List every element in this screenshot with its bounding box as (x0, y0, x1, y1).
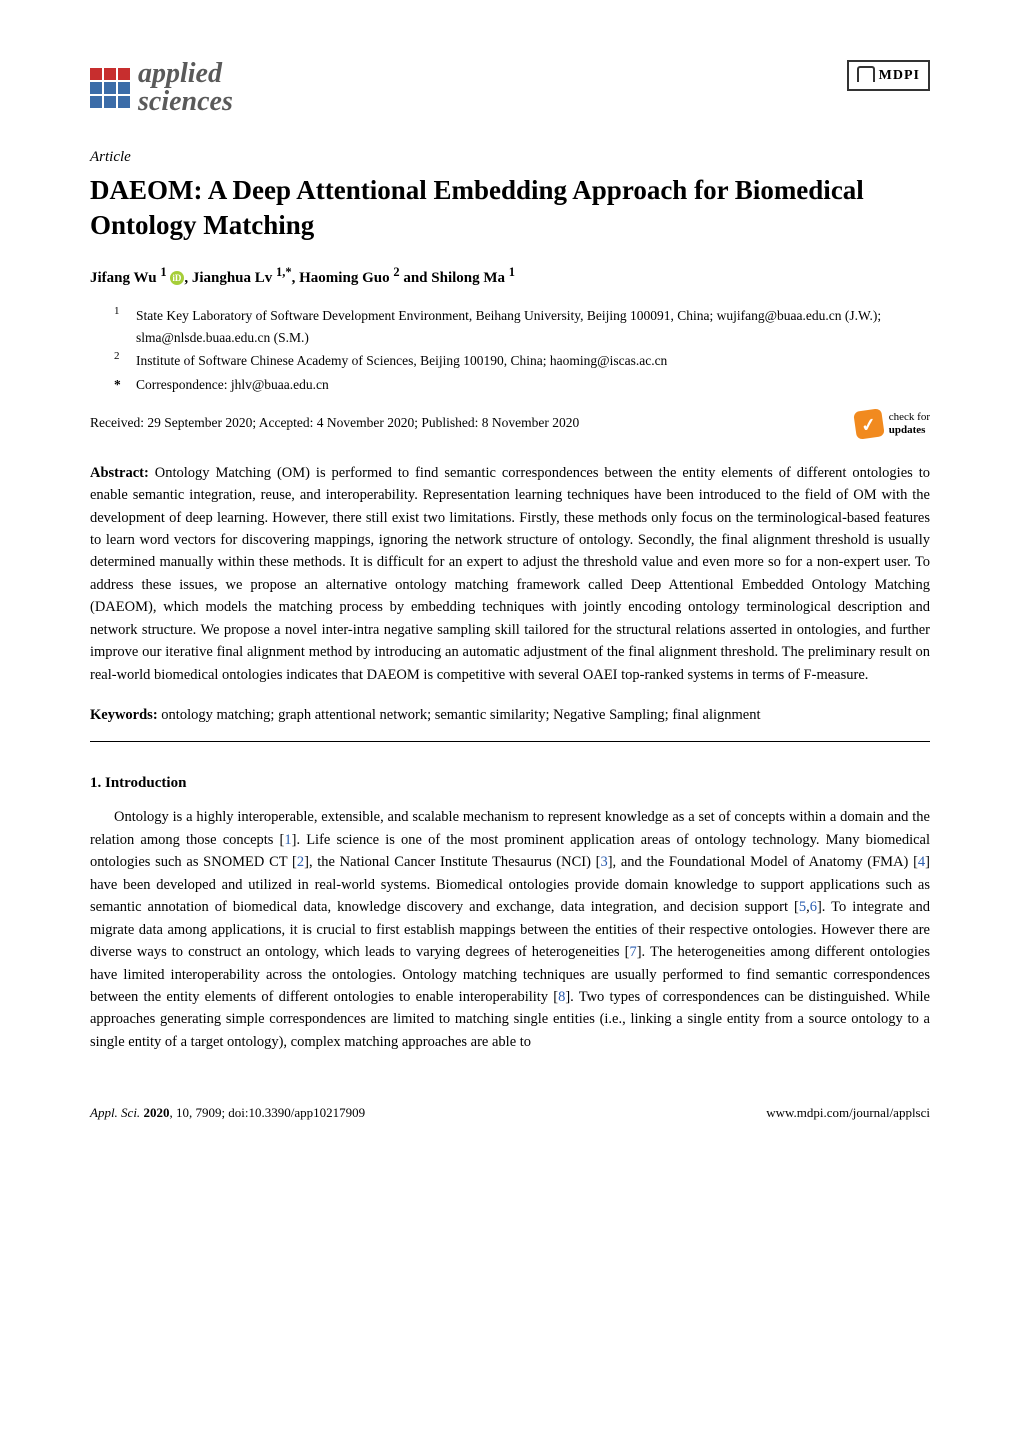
citation-7[interactable]: 7 (629, 944, 636, 960)
authors: Jifang Wu 1 , Jianghua Lv 1,*, Haoming G… (90, 263, 930, 290)
footer-url[interactable]: www.mdpi.com/journal/applsci (766, 1103, 930, 1123)
author-4: Shilong Ma (431, 270, 505, 286)
header-row: applied sciences MDPI (90, 60, 930, 116)
publication-dates: Received: 29 September 2020; Accepted: 4… (90, 413, 579, 433)
author-3: Haoming Guo (299, 270, 389, 286)
correspondence: * Correspondence: jhlv@buaa.edu.cn (114, 374, 930, 396)
article-type-label: Article (90, 146, 930, 169)
check-updates-icon (853, 408, 885, 440)
author-2-affil: 1,* (276, 265, 292, 279)
logo-grid-icon (90, 68, 130, 108)
affiliation-2-num: 2 (114, 348, 126, 370)
footer: Appl. Sci. 2020, 10, 7909; doi:10.3390/a… (0, 1093, 1020, 1153)
section-1-heading: 1. Introduction (90, 772, 930, 795)
check-line2: updates (889, 424, 930, 436)
publisher-logo: MDPI (847, 60, 930, 91)
affiliation-1: 1 State Key Laboratory of Software Devel… (114, 305, 930, 348)
check-for-updates[interactable]: check for updates (855, 410, 930, 438)
author-1-affil: 1 (160, 265, 166, 279)
affiliation-2-text: Institute of Software Chinese Academy of… (136, 350, 667, 372)
keywords-label: Keywords: (90, 707, 158, 723)
page: applied sciences MDPI Article DAEOM: A D… (0, 0, 1020, 1093)
citation-1[interactable]: 1 (284, 832, 291, 848)
footer-doi: , 10, 7909; doi:10.3390/app10217909 (169, 1105, 365, 1120)
footer-journal: Appl. Sci. (90, 1105, 143, 1120)
footer-year: 2020 (143, 1105, 169, 1120)
citation-5[interactable]: 5 (799, 899, 806, 915)
journal-name-line1: applied (138, 60, 233, 88)
keywords: Keywords: ontology matching; graph atten… (90, 704, 930, 726)
journal-name-line2: sciences (138, 88, 233, 116)
separator-line (90, 741, 930, 742)
affiliation-1-num: 1 (114, 303, 126, 346)
affiliation-2: 2 Institute of Software Chinese Academy … (114, 350, 930, 372)
abstract-text: Ontology Matching (OM) is performed to f… (90, 465, 930, 683)
journal-logo: applied sciences (90, 60, 233, 116)
citation-6[interactable]: 6 (810, 899, 817, 915)
correspondence-text: Correspondence: jhlv@buaa.edu.cn (136, 374, 329, 396)
abstract-label: Abstract: (90, 465, 149, 481)
author-2: Jianghua Lv (192, 270, 272, 286)
article-title: DAEOM: A Deep Attentional Embedding Appr… (90, 173, 930, 243)
section-1-para-1: Ontology is a highly interoperable, exte… (90, 806, 930, 1053)
dates-row: Received: 29 September 2020; Accepted: 4… (90, 410, 930, 438)
correspondence-star: * (114, 374, 126, 396)
author-4-affil: 1 (509, 265, 515, 279)
author-3-affil: 2 (393, 265, 399, 279)
check-line1: check for (889, 411, 930, 423)
keywords-text: ontology matching; graph attentional net… (158, 707, 761, 723)
check-updates-text: check for updates (889, 411, 930, 435)
affiliations: 1 State Key Laboratory of Software Devel… (114, 305, 930, 395)
orcid-icon[interactable] (170, 271, 184, 285)
journal-name: applied sciences (138, 60, 233, 116)
footer-left: Appl. Sci. 2020, 10, 7909; doi:10.3390/a… (90, 1103, 365, 1123)
publisher-name: MDPI (879, 65, 920, 86)
citation-3[interactable]: 3 (600, 854, 607, 870)
author-1: Jifang Wu (90, 270, 157, 286)
abstract: Abstract: Ontology Matching (OM) is perf… (90, 462, 930, 687)
affiliation-1-text: State Key Laboratory of Software Develop… (136, 305, 930, 348)
